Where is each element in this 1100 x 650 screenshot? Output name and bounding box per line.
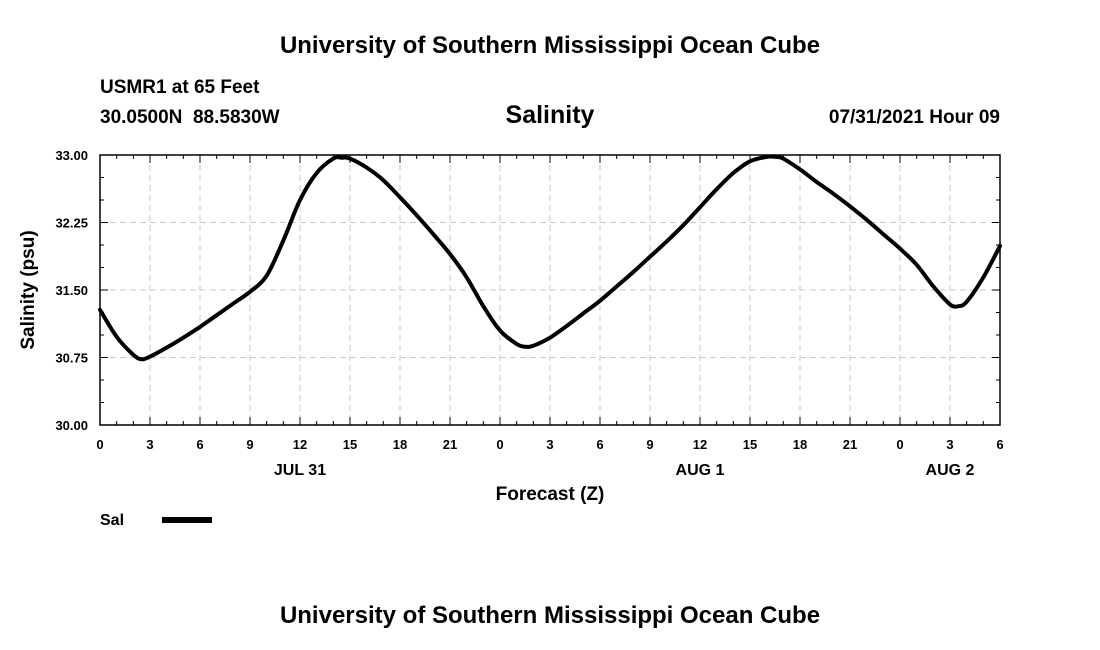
x-tick-label: 18	[393, 437, 407, 452]
y-axis-label: Salinity (psu)	[18, 230, 39, 349]
date-label: JUL 31	[274, 462, 326, 479]
date-label: AUG 1	[676, 462, 725, 479]
station-label: USMR1 at 65 Feet	[100, 77, 260, 98]
x-tick-label: 21	[843, 437, 857, 452]
y-tick-label: 30.00	[55, 418, 88, 433]
x-tick-label: 0	[96, 437, 103, 452]
y-tick-label: 30.75	[55, 351, 88, 366]
x-tick-label: 15	[743, 437, 757, 452]
series-line-sal	[98, 154, 1002, 362]
x-tick-label: 12	[293, 437, 307, 452]
page-title: University of Southern Mississippi Ocean…	[279, 32, 821, 59]
x-axis-label: Forecast (Z)	[496, 484, 605, 505]
chart-title: Salinity	[505, 101, 595, 129]
date-label: AUG 2	[926, 462, 975, 479]
x-tick-label: 0	[496, 437, 503, 452]
x-tick-label: 15	[343, 437, 357, 452]
axes	[99, 154, 1001, 426]
footer-title: University of Southern Mississippi Ocean…	[279, 602, 821, 629]
x-tick-label: 9	[246, 437, 253, 452]
plot-frame	[99, 154, 1001, 426]
grid-lines	[100, 155, 1000, 425]
x-tick-label: 6	[596, 437, 603, 452]
x-tick-label: 12	[693, 437, 707, 452]
x-tick-label: 9	[646, 437, 653, 452]
date-label: 07/31/2021 Hour 09	[828, 107, 1000, 128]
y-tick-label: 31.50	[55, 283, 88, 298]
x-tick-label: 6	[996, 437, 1003, 452]
x-tick-label: 0	[896, 437, 903, 452]
x-tick-label: 18	[793, 437, 807, 452]
tick-labels: 0 3 6 9 12 15 18 21 0 3 6 9 12 15 18 21 0 3 6 30.00 30.75 31.…	[55, 148, 1003, 479]
x-tick-label: 3	[546, 437, 553, 452]
x-tick-label: 6	[196, 437, 203, 452]
y-tick-label: 33.00	[55, 148, 88, 163]
legend-label: Sal	[100, 512, 124, 529]
coordinates-label: 30.0500N 88.5830W	[100, 107, 280, 128]
x-tick-label: 3	[946, 437, 953, 452]
y-tick-label: 32.25	[55, 216, 88, 231]
x-tick-label: 21	[443, 437, 457, 452]
x-tick-label: 3	[146, 437, 153, 452]
